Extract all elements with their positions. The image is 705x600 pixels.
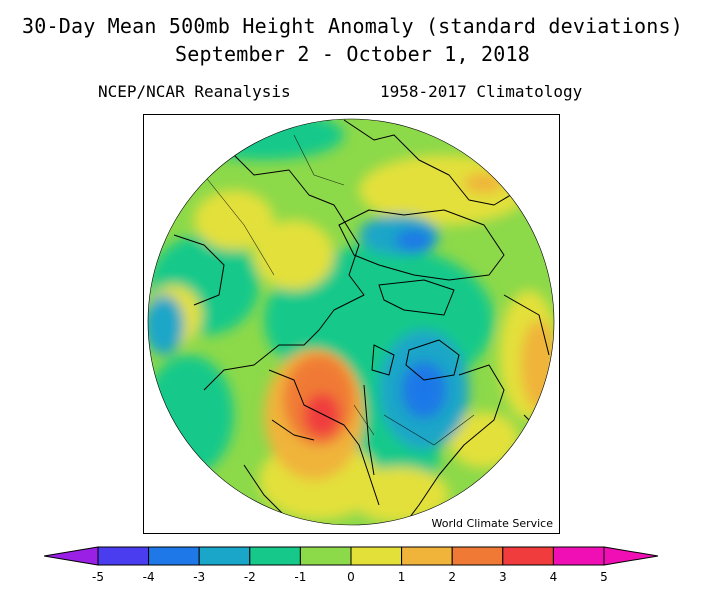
colorbar-segment	[502, 546, 554, 566]
chart-title: 30-Day Mean 500mb Height Anomaly (standa…	[21, 14, 683, 38]
colorbar-tick-label: -1	[294, 570, 307, 584]
colorbar	[44, 546, 659, 566]
coastlines	[173, 119, 550, 525]
colorbar-segment	[401, 546, 453, 566]
colorbar-segment	[350, 546, 403, 566]
colorbar-segment	[148, 546, 200, 566]
peak-negative-anomaly	[402, 362, 446, 418]
watermark: World Climate Service	[429, 517, 555, 530]
colorbar-segment	[198, 546, 251, 566]
colorbar-tick-label: 2	[448, 570, 456, 584]
colorbar-tick-label: -3	[193, 570, 206, 584]
climatology-label: 1958-2017 Climatology	[380, 82, 583, 101]
colorbar-tick-label: 1	[397, 570, 406, 584]
colorbar-segment	[97, 546, 150, 566]
colorbar-segment	[451, 546, 504, 566]
anomaly-field	[148, 119, 554, 525]
data-source-label: NCEP/NCAR Reanalysis	[98, 82, 291, 101]
colorbar-tick-label: 3	[498, 570, 507, 584]
colorbar-tick-label: 5	[600, 570, 608, 584]
colorbar-right-arrow	[603, 546, 659, 566]
colorbar-segments	[97, 546, 605, 566]
map-disk-edge	[147, 118, 555, 526]
country-borders	[203, 134, 475, 446]
colorbar-tick-label: -2	[243, 570, 256, 584]
colorbar-tick-label: 4	[549, 570, 558, 584]
colorbar-left-arrow	[44, 546, 99, 566]
colorbar-segment	[249, 546, 301, 566]
colorbar-segment	[299, 546, 352, 566]
map-panel: World Climate Service	[143, 114, 560, 534]
positive-region-north	[359, 155, 529, 225]
colorbar-tick-label: -4	[142, 570, 155, 584]
colorbar-segment	[552, 546, 605, 566]
colorbar-tick-label: -5	[92, 570, 104, 584]
peak-positive-anomaly	[304, 393, 340, 437]
colorbar-tick-label: 0	[347, 570, 355, 584]
chart-date-range: September 2 - October 1, 2018	[175, 42, 530, 66]
polar-map	[147, 118, 555, 526]
